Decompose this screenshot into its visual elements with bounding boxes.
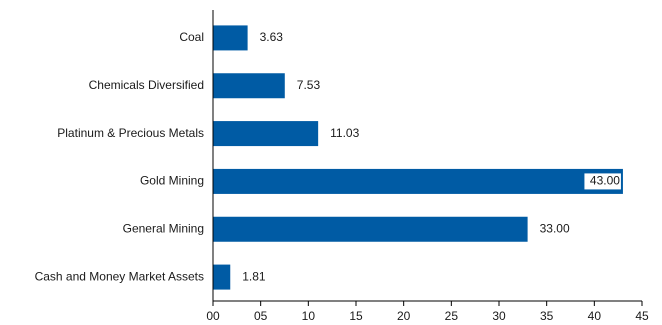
value-label: 11.03: [330, 126, 359, 140]
x-tick-label: 25: [445, 309, 459, 323]
x-tick-label: 30: [492, 309, 506, 323]
bars: [213, 25, 623, 290]
value-label: 7.53: [297, 78, 321, 92]
value-label: 43.00: [590, 174, 620, 188]
x-tick-label: 10: [302, 309, 316, 323]
category-label: Platinum & Precious Metals: [57, 126, 204, 140]
category-label: Coal: [179, 30, 204, 44]
x-tick-label: 45: [635, 309, 649, 323]
x-tick-label: 20: [397, 309, 411, 323]
x-tick-label: 35: [540, 309, 554, 323]
category-label: Cash and Money Market Assets: [35, 269, 204, 283]
x-tick-label: 40: [588, 309, 602, 323]
category-label: Chemicals Diversified: [89, 78, 204, 92]
value-label: 1.81: [242, 269, 266, 283]
x-tick-label: 15: [349, 309, 363, 323]
bar: [213, 216, 528, 242]
value-label: 3.63: [260, 30, 284, 44]
category-label: Gold Mining: [140, 174, 204, 188]
category-labels: Coal Chemicals Diversified Platinum & Prec…: [35, 30, 204, 283]
bar: [213, 168, 623, 194]
bar: [213, 121, 319, 147]
bar: [213, 73, 285, 99]
x-tick-label: 00: [206, 309, 220, 323]
bar: [213, 25, 248, 51]
value-label-background: [584, 173, 621, 190]
category-label: General Mining: [123, 221, 204, 235]
value-labels: 3.63 7.53 11.03 43.00 33.00 1.81: [242, 30, 621, 283]
x-tick-label: 05: [254, 309, 268, 323]
bar: [213, 264, 231, 290]
x-axis-ticks: 00 05 10 15 20 25 30 35 40 45: [206, 301, 649, 323]
value-label: 33.00: [540, 221, 570, 235]
